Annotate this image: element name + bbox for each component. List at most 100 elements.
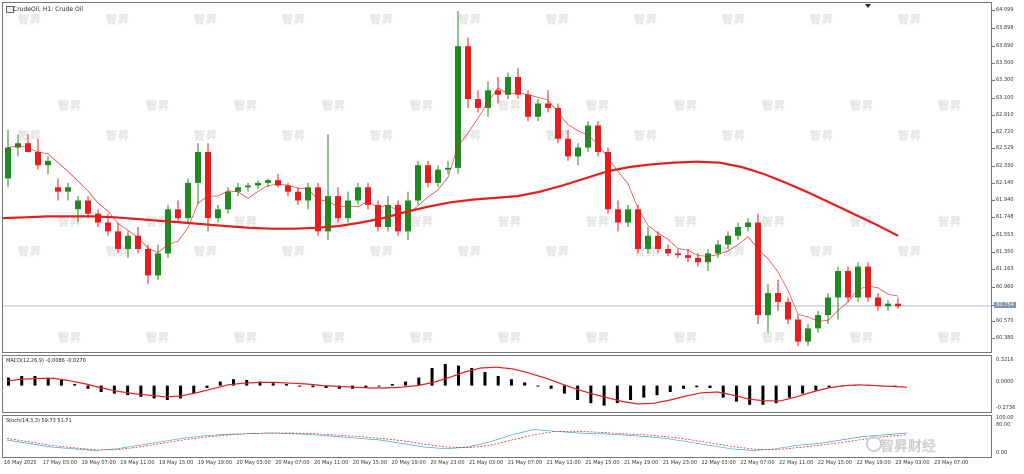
candle-body[interactable] — [815, 315, 821, 329]
macd-bar — [271, 383, 275, 386]
candle-body[interactable] — [675, 253, 681, 256]
candle-body[interactable] — [215, 209, 221, 219]
candle-body[interactable] — [685, 255, 691, 258]
candle-body[interactable] — [135, 235, 141, 250]
candle-body[interactable] — [655, 235, 661, 250]
stochastic-pane[interactable]: Stoch(14,3,3) 59.73 51.71 — [2, 415, 992, 458]
candle-body[interactable] — [895, 303, 901, 307]
candle-body[interactable] — [875, 297, 881, 307]
watermark-text: 智昇 — [58, 99, 82, 112]
price-axis[interactable]: 64.099 63.898 63.690 63.500 63.300 63.100 62.9… — [992, 2, 1024, 353]
candle-body[interactable] — [605, 152, 611, 210]
candle-body[interactable] — [165, 209, 171, 254]
candle-body[interactable] — [365, 187, 371, 205]
candle-body[interactable] — [155, 253, 161, 276]
candle-body[interactable] — [465, 46, 471, 100]
candle-body[interactable] — [415, 165, 421, 201]
candle-body[interactable] — [615, 209, 621, 223]
candle-body[interactable] — [125, 235, 131, 250]
date-tick-label: 20 May 23:00 — [430, 460, 465, 466]
candle-body[interactable] — [865, 266, 871, 298]
candle-body[interactable] — [645, 235, 651, 250]
candle-body[interactable] — [85, 200, 91, 214]
candle-body[interactable] — [345, 200, 351, 219]
candle-body[interactable] — [55, 187, 61, 192]
candle-body[interactable] — [275, 180, 281, 186]
candle-body[interactable] — [585, 125, 591, 148]
candle-body[interactable] — [35, 152, 41, 166]
candle-body[interactable] — [445, 167, 451, 170]
candle-body[interactable] — [845, 271, 851, 298]
candle-body[interactable] — [555, 107, 561, 139]
candle-body[interactable] — [885, 303, 891, 307]
candle-body[interactable] — [45, 160, 51, 166]
candle-body[interactable] — [305, 187, 311, 201]
macd-pane[interactable]: MACD(12,26,9) -0.0086 -0.0270 — [2, 355, 992, 413]
candle-body[interactable] — [295, 191, 301, 201]
candle-body[interactable] — [545, 103, 551, 108]
candle-body[interactable] — [635, 209, 641, 250]
candle-body[interactable] — [825, 297, 831, 316]
candle-body[interactable] — [725, 235, 731, 245]
candle-body[interactable] — [95, 213, 101, 223]
candle-body[interactable] — [105, 222, 111, 232]
candle-body[interactable] — [405, 200, 411, 232]
candle-body[interactable] — [505, 77, 511, 95]
candle-body[interactable] — [325, 196, 331, 232]
price-tick — [992, 27, 995, 29]
candle-body[interactable] — [475, 99, 481, 108]
candle-body[interactable] — [565, 138, 571, 157]
candle-body[interactable] — [525, 94, 531, 117]
date-tick-label: 22 May 11:00 — [779, 460, 814, 466]
price-tick — [992, 268, 995, 270]
candle-body[interactable] — [665, 249, 671, 254]
candle-body[interactable] — [695, 257, 701, 263]
candle-body[interactable] — [755, 222, 761, 316]
candle-body[interactable] — [745, 222, 751, 227]
candle-body[interactable] — [775, 293, 781, 302]
candle-body[interactable] — [485, 90, 491, 108]
candle-body[interactable] — [265, 180, 271, 183]
candle-body[interactable] — [375, 204, 381, 227]
candle-body[interactable] — [785, 301, 791, 320]
candle-body[interactable] — [245, 185, 251, 188]
candle-body[interactable] — [495, 90, 501, 95]
price-tick — [992, 98, 995, 100]
candle-body[interactable] — [805, 328, 811, 342]
candle-body[interactable] — [455, 46, 461, 168]
candle-body[interactable] — [835, 271, 841, 298]
candle-body[interactable] — [625, 209, 631, 223]
candle-body[interactable] — [715, 244, 721, 254]
candle-body[interactable] — [425, 165, 431, 183]
macd-bar — [337, 385, 341, 389]
candle-body[interactable] — [795, 319, 801, 342]
candle-body[interactable] — [705, 253, 711, 263]
watermark-text: 智昇 — [322, 99, 346, 112]
candle-body[interactable] — [735, 226, 741, 236]
candle-body[interactable] — [175, 209, 181, 219]
price-chart-pane[interactable]: CrudeOil, H1: Crude Oil 智昇 智昇 智昇 智昇 智昇 智昇 智昇 智昇… — [2, 2, 992, 353]
candle-body[interactable] — [225, 191, 231, 210]
candle-body[interactable] — [185, 182, 191, 219]
candle-body[interactable] — [285, 185, 291, 192]
candle-body[interactable] — [5, 147, 11, 179]
candle-body[interactable] — [355, 187, 361, 201]
candle-body[interactable] — [855, 266, 861, 298]
candle-body[interactable] — [575, 147, 581, 157]
candle-body[interactable] — [75, 200, 81, 210]
candle-body[interactable] — [765, 293, 771, 316]
candle-body[interactable] — [535, 103, 541, 117]
candle-body[interactable] — [515, 77, 521, 95]
candle-body[interactable] — [335, 196, 341, 219]
candle-body[interactable] — [595, 125, 601, 153]
candle-body[interactable] — [235, 187, 241, 192]
candle-body[interactable] — [435, 169, 441, 183]
candle-body[interactable] — [65, 187, 71, 192]
candle-body[interactable] — [115, 231, 121, 250]
candle-body[interactable] — [315, 187, 321, 232]
candle-body[interactable] — [195, 152, 201, 183]
candle-body[interactable] — [395, 204, 401, 232]
candle-body[interactable] — [205, 152, 211, 219]
candle-body[interactable] — [145, 249, 151, 276]
candle-body[interactable] — [255, 182, 261, 186]
